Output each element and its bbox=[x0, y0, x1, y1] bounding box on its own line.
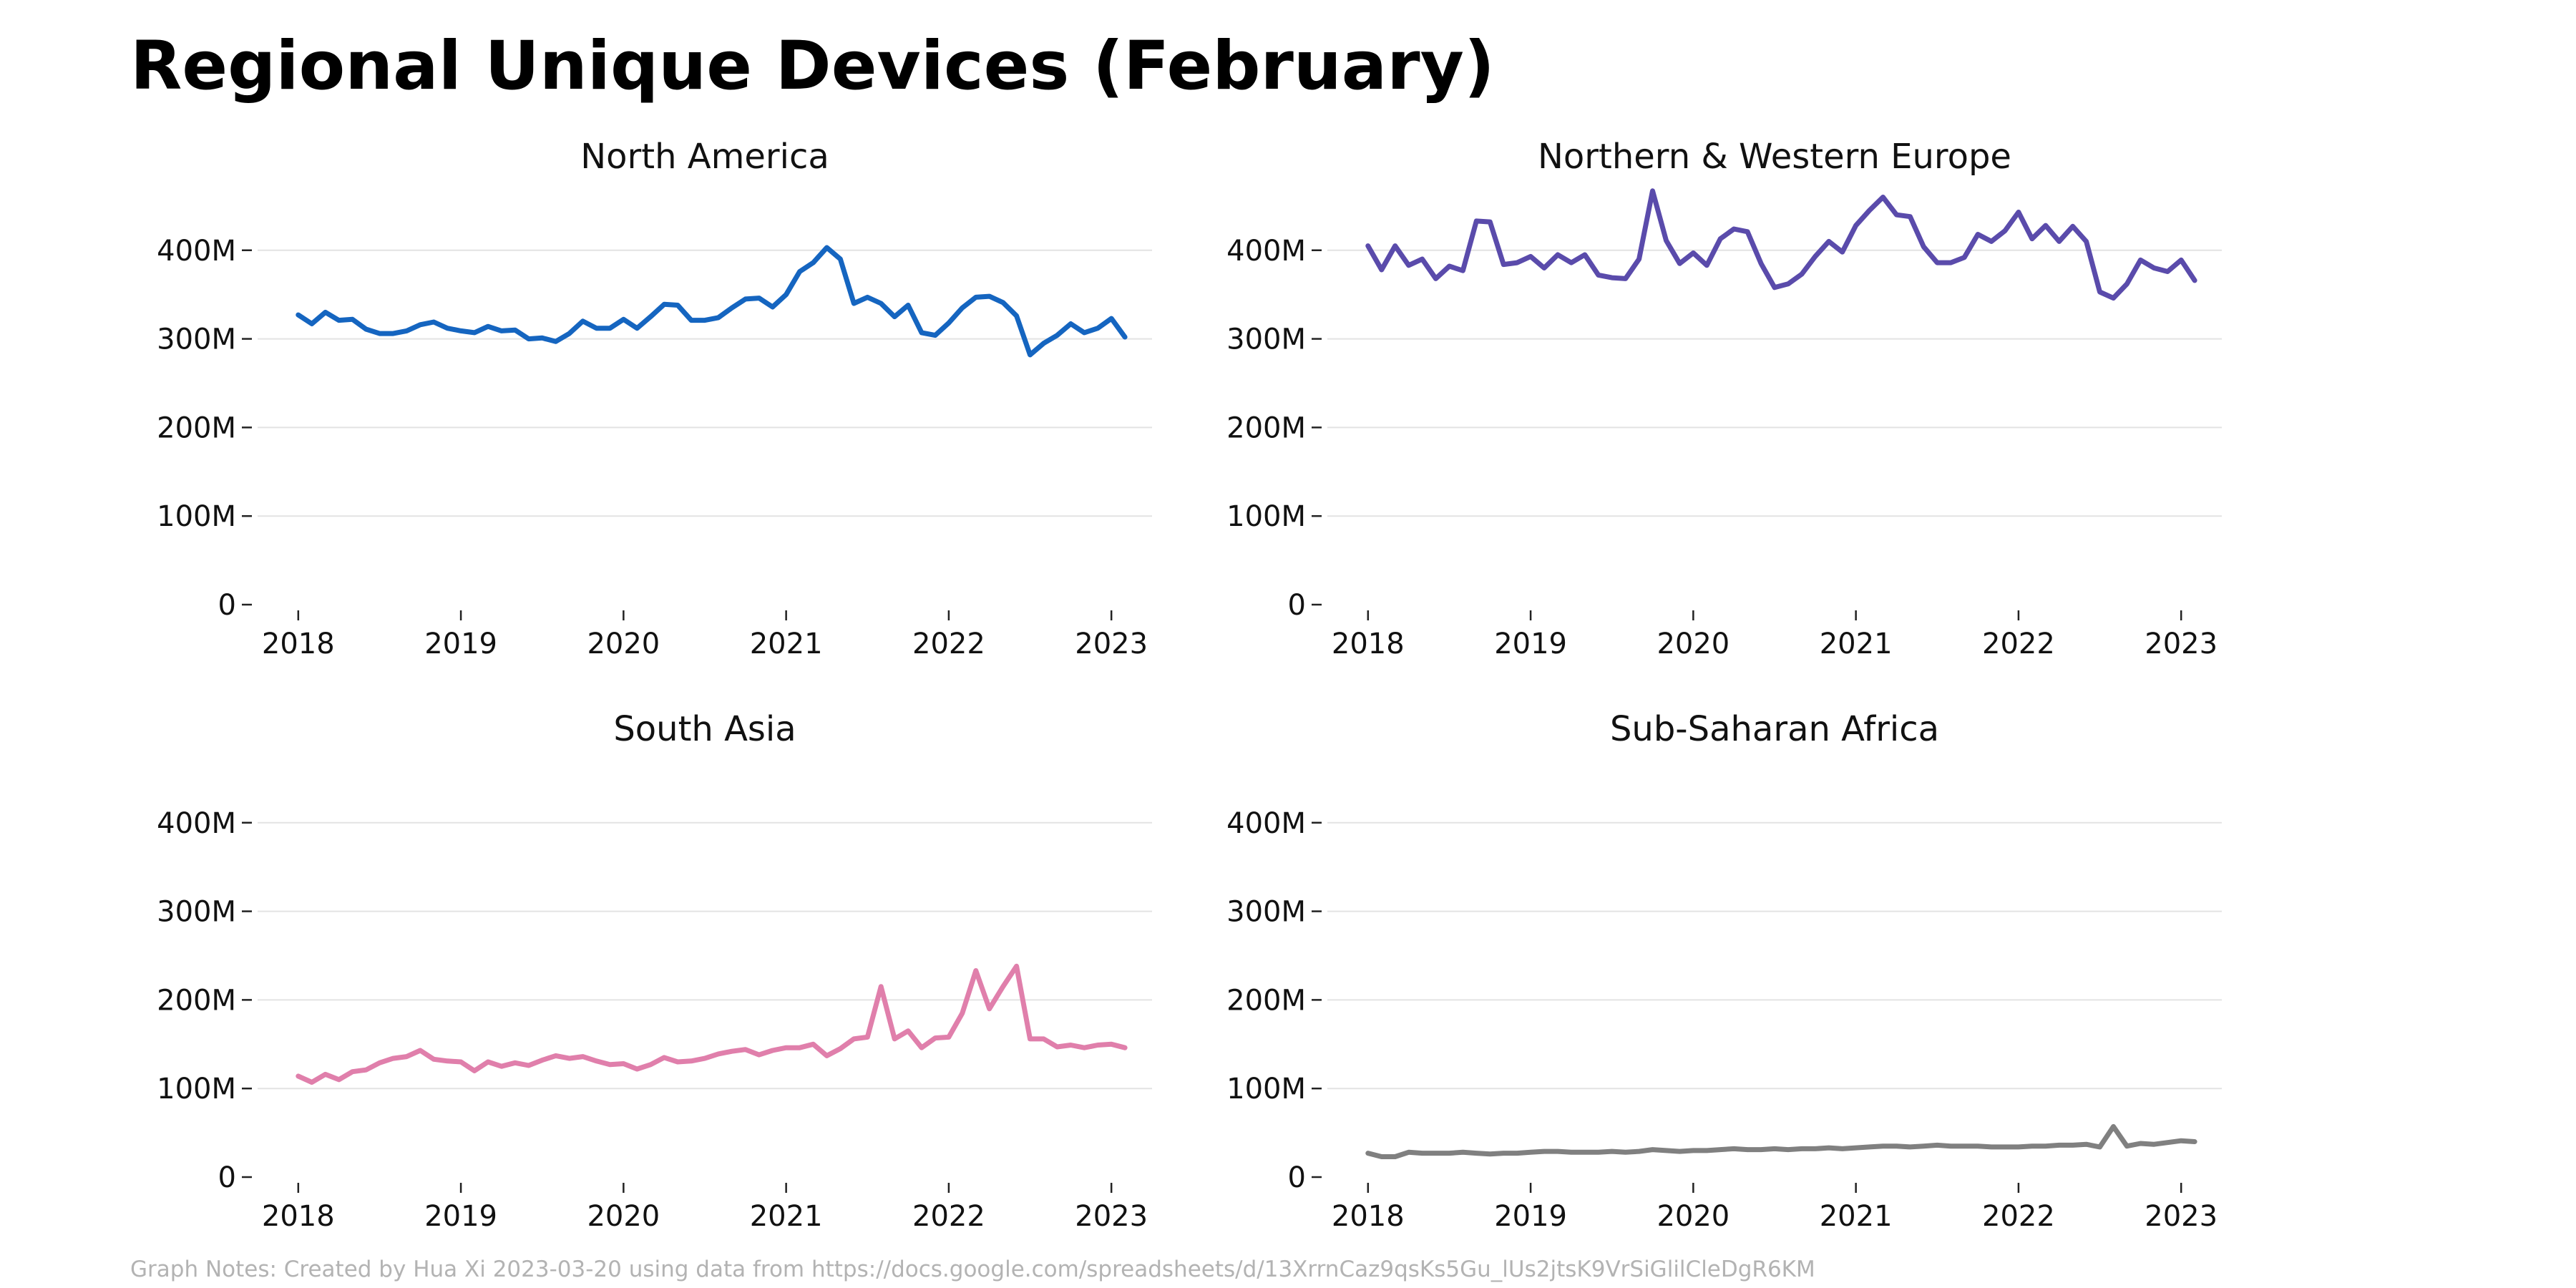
south-asia-x-tick-label: 2023 bbox=[1075, 1200, 1148, 1233]
sub-saharan-africa-y-tick-label: 400M bbox=[1226, 807, 1306, 840]
sub-saharan-africa-series-line bbox=[1365, 1123, 2197, 1159]
south-asia-x-tick-label: 2019 bbox=[424, 1200, 497, 1233]
northern-western-europe-x-tick-label: 2019 bbox=[1494, 628, 1567, 660]
north-america-title: North America bbox=[580, 137, 829, 177]
northern-western-europe-y-tick-label: 100M bbox=[1226, 500, 1306, 533]
northern-western-europe-x-tick-label: 2021 bbox=[1820, 628, 1893, 660]
north-america-x-tick-label: 2021 bbox=[750, 628, 823, 660]
sub-saharan-africa-x-tick-label: 2023 bbox=[2145, 1200, 2218, 1233]
south-asia-y-tick-label: 0 bbox=[218, 1161, 236, 1194]
sub-saharan-africa-x-tick-label: 2020 bbox=[1657, 1200, 1729, 1233]
north-america-y-tick-label: 0 bbox=[218, 589, 236, 622]
sub-saharan-africa-y-tick-label: 0 bbox=[1288, 1161, 1306, 1194]
graph-notes: Graph Notes: Created by Hua Xi 2023-03-2… bbox=[130, 1257, 1815, 1282]
northern-western-europe-x-tick-label: 2022 bbox=[1982, 628, 2055, 660]
sub-saharan-africa-x-tick-label: 2019 bbox=[1494, 1200, 1567, 1233]
north-america-x-tick-label: 2022 bbox=[912, 628, 985, 660]
north-america-x-tick-label: 2019 bbox=[424, 628, 497, 660]
panel-north-america: North America 0 100M 200M 300M 400M 2018 2019 20… bbox=[157, 137, 1152, 660]
south-asia-series-line bbox=[296, 963, 1128, 1085]
northern-western-europe-series-line bbox=[1365, 188, 2197, 301]
north-america-x-tick-label: 2023 bbox=[1075, 628, 1148, 660]
south-asia-y-tick-label: 300M bbox=[157, 896, 236, 929]
north-america-y-tick-label: 400M bbox=[157, 235, 236, 268]
northern-western-europe-title: Northern & Western Europe bbox=[1538, 137, 2011, 177]
sub-saharan-africa-x-tick-label: 2021 bbox=[1820, 1200, 1893, 1233]
south-asia-y-tick-label: 100M bbox=[157, 1073, 236, 1106]
sub-saharan-africa-x-tick-label: 2022 bbox=[1982, 1200, 2055, 1233]
north-america-y-tick-label: 200M bbox=[157, 411, 236, 444]
north-america-x-tick-label: 2018 bbox=[262, 628, 335, 660]
south-asia-y-tick-label: 200M bbox=[157, 984, 236, 1017]
sub-saharan-africa-y-tick-label: 300M bbox=[1226, 896, 1306, 929]
sub-saharan-africa-x-tick-label: 2018 bbox=[1332, 1200, 1405, 1233]
panel-south-asia: South Asia 0 100M 200M 300M 400M 2018 2019 2020 2… bbox=[157, 709, 1152, 1233]
south-asia-title: South Asia bbox=[613, 709, 796, 749]
south-asia-x-tick-label: 2021 bbox=[750, 1200, 823, 1233]
northern-western-europe-y-tick-label: 0 bbox=[1288, 589, 1306, 622]
panel-sub-saharan-africa: Sub-Saharan Africa 0 100M 200M 300M 400M 2018 2… bbox=[1226, 709, 2222, 1233]
northern-western-europe-x-tick-label: 2023 bbox=[2145, 628, 2218, 660]
northern-western-europe-y-tick-label: 200M bbox=[1226, 411, 1306, 444]
north-america-x-tick-label: 2020 bbox=[587, 628, 660, 660]
north-america-y-tick-label: 300M bbox=[157, 323, 236, 356]
northern-western-europe-y-tick-label: 400M bbox=[1226, 235, 1306, 268]
chart-title: Regional Unique Devices (February) bbox=[130, 27, 1495, 105]
northern-western-europe-x-tick-label: 2018 bbox=[1332, 628, 1405, 660]
northern-western-europe-x-tick-label: 2020 bbox=[1657, 628, 1729, 660]
north-america-y-tick-label: 100M bbox=[157, 500, 236, 533]
south-asia-x-tick-label: 2022 bbox=[912, 1200, 985, 1233]
north-america-series-line bbox=[296, 245, 1128, 358]
sub-saharan-africa-y-tick-label: 200M bbox=[1226, 984, 1306, 1017]
sub-saharan-africa-title: Sub-Saharan Africa bbox=[1610, 709, 1939, 749]
south-asia-y-tick-label: 400M bbox=[157, 807, 236, 840]
panel-northern-western-europe: Northern & Western Europe 0 100M 200M 300M 40… bbox=[1226, 137, 2222, 660]
south-asia-x-tick-label: 2020 bbox=[587, 1200, 660, 1233]
south-asia-x-tick-label: 2018 bbox=[262, 1200, 335, 1233]
sub-saharan-africa-y-tick-label: 100M bbox=[1226, 1073, 1306, 1106]
northern-western-europe-y-tick-label: 300M bbox=[1226, 323, 1306, 356]
